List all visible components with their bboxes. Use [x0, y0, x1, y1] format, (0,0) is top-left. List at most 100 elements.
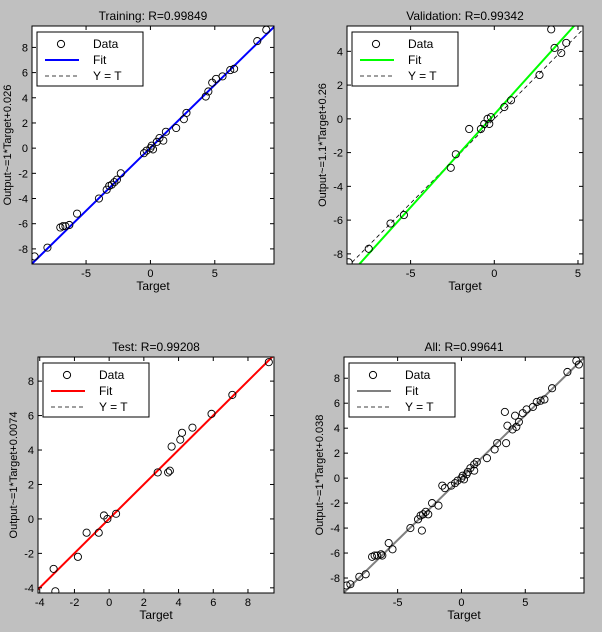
data-point [384, 539, 393, 548]
legend: Data Fit Y = T [348, 362, 456, 418]
y-tick-label: 6 [28, 411, 34, 423]
data-point [182, 108, 191, 117]
x-axis-label: Target [136, 279, 170, 293]
data-point [532, 397, 541, 407]
data-point [406, 524, 415, 533]
axes-box [343, 356, 585, 594]
data-point [557, 48, 566, 58]
data-point [417, 526, 426, 535]
data-point [506, 96, 516, 105]
data-point [528, 402, 537, 411]
chart-test: -4 -2 0 2 4 6 8 -4 -2 0 2 4 6 8 Test: R=0.99208 Target O… [8, 340, 275, 622]
data-point [172, 123, 181, 133]
legend-yt-label: Y = T [93, 69, 122, 83]
y-tick-label: -4 [18, 194, 28, 206]
chart-title: Training: R=0.99849 [99, 9, 208, 23]
x-tick-label: -5 [81, 268, 91, 280]
data-point [424, 510, 433, 519]
y-tick-label: 0 [337, 114, 343, 126]
y-tick-label: 6 [334, 398, 340, 410]
x-tick-label: 0 [147, 268, 153, 280]
y-tick-label: 2 [22, 118, 28, 130]
data-point [486, 113, 495, 122]
data-point [73, 552, 82, 561]
y-tick-label: -6 [18, 219, 28, 231]
data-point [164, 468, 173, 477]
legend-data-marker [56, 39, 66, 49]
data-point [535, 70, 544, 80]
data-point [61, 222, 70, 231]
legend-fit-label: Fit [93, 53, 107, 67]
data-point [230, 64, 239, 73]
x-tick-label: 2 [141, 597, 147, 609]
data-point [421, 507, 430, 516]
y-tick-label: -2 [18, 168, 28, 180]
data-point [207, 409, 216, 418]
data-point [500, 102, 509, 112]
x-tick-label: 5 [212, 268, 218, 280]
data-point [204, 87, 213, 96]
data-point [370, 551, 379, 560]
y-tick-label: -6 [333, 215, 343, 227]
y-axis-label: Output~=1*Target+0.038 [314, 415, 326, 536]
data-point [110, 178, 119, 187]
chart-all: -5 0 5 -8 -6 -4 -2 0 2 4 6 8 All: R=0.99641 Target Out… [314, 340, 585, 622]
data-point [73, 209, 82, 218]
axes-box [37, 356, 275, 594]
data-point [188, 423, 197, 432]
legend: Data Fit Y = T [36, 31, 144, 87]
y-axis-label: Output~=1*Target+0.026 [2, 85, 14, 206]
chart-training: -5 0 5 -8 -6 -4 -2 0 2 4 6 8 Training: R=0.99849 Targ… [2, 9, 275, 293]
data-point [482, 454, 492, 463]
data-point [465, 124, 474, 134]
x-tick-label: -5 [406, 268, 416, 280]
data-point [49, 564, 58, 573]
data-point [346, 580, 355, 589]
x-tick-label: 0 [106, 597, 112, 609]
data-point [388, 545, 397, 554]
y-tick-label: -4 [333, 181, 343, 193]
data-point [451, 479, 460, 488]
chart-validation: -5 0 5 -8 -6 -4 -2 0 2 4 Validation: R=0.99342 Targ… [317, 9, 584, 293]
legend-data-label: Data [408, 37, 434, 51]
data-point [147, 141, 156, 150]
axes-box [31, 25, 275, 265]
x-tick-label: 6 [210, 597, 216, 609]
fit-line [38, 357, 274, 591]
data-point [502, 439, 511, 448]
legend-data-marker [368, 370, 378, 380]
data-point [58, 222, 67, 231]
legend-data-label: Data [405, 368, 431, 382]
data-point [153, 468, 162, 477]
y-tick-label: 8 [334, 373, 340, 385]
y-tick-label: 2 [334, 448, 340, 460]
y-tick-label: -8 [18, 244, 28, 256]
data-point [161, 127, 170, 136]
data-point [378, 551, 387, 560]
y-tick-label: 4 [337, 46, 343, 58]
data-point [51, 587, 60, 593]
data-point [264, 358, 273, 367]
y-tick-label: -6 [330, 548, 340, 560]
data-point [226, 66, 235, 75]
data-point [399, 210, 408, 220]
data-point [32, 252, 39, 261]
legend-data-marker [371, 39, 381, 49]
data-point [500, 407, 509, 416]
plot-content [32, 26, 274, 264]
data-point [574, 360, 583, 369]
data-point [386, 219, 395, 228]
x-tick-label: -2 [70, 597, 80, 609]
data-point [470, 460, 479, 469]
y-tick-label: -8 [333, 249, 343, 261]
axes-box [346, 25, 584, 265]
data-point [201, 92, 210, 101]
data-point [514, 417, 523, 426]
y-tick-label: 4 [28, 445, 34, 457]
y-tick-label: 0 [334, 473, 340, 485]
data-point [438, 481, 447, 490]
x-tick-label: 0 [458, 597, 464, 609]
data-point [148, 145, 158, 154]
y-tick-label: -8 [330, 573, 340, 585]
data-point [112, 175, 122, 184]
